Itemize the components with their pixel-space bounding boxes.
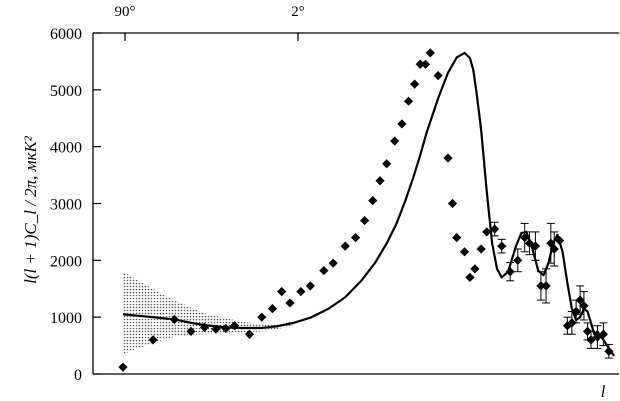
data-point — [244, 329, 255, 339]
data-point — [476, 244, 486, 254]
data-point — [319, 265, 329, 276]
data-point — [598, 329, 608, 339]
data-point — [425, 48, 435, 58]
data-point — [465, 272, 475, 282]
y-axis-label: l(l + 1)C_l / 2π, мкК² — [21, 135, 40, 284]
y-tick-label: 3000 — [50, 197, 82, 214]
top-tick-label: 2° — [291, 4, 305, 20]
y-tick-label: 0 — [74, 367, 82, 384]
data-point — [470, 264, 480, 274]
data-point — [169, 314, 180, 325]
data-point — [571, 306, 581, 317]
y-tick-label: 5000 — [50, 83, 82, 100]
data-point — [118, 362, 128, 372]
data-point — [186, 326, 196, 336]
data-point — [579, 301, 589, 311]
top-tick-label: 90° — [115, 4, 136, 20]
data-point — [541, 281, 551, 291]
data-point — [586, 335, 596, 345]
data-point — [375, 176, 385, 186]
data-point — [505, 267, 515, 277]
model-curve — [122, 51, 615, 357]
data-point — [296, 286, 306, 297]
data-point — [447, 198, 458, 209]
data-point — [305, 281, 315, 291]
data-point — [490, 224, 500, 234]
data-point — [390, 136, 400, 146]
data-point — [397, 119, 407, 129]
data-point — [211, 324, 221, 334]
data-point — [221, 323, 231, 334]
y-tick-label: 4000 — [50, 140, 82, 157]
cosmic-variance-band — [123, 271, 294, 355]
data-point — [554, 235, 565, 246]
data-point — [199, 322, 210, 332]
data-point — [562, 321, 572, 331]
y-tick-label: 6000 — [50, 26, 82, 43]
data-point — [360, 215, 370, 226]
y-tick-label: 2000 — [50, 253, 82, 270]
data-point — [403, 96, 414, 106]
axes-layer: 0 1000 2000 3000 4000 5000 6000 90° 2° — [50, 4, 619, 384]
data-point — [443, 153, 453, 163]
data-point — [267, 304, 278, 314]
data-point — [575, 295, 585, 305]
data-point — [459, 247, 470, 257]
data-point — [328, 258, 338, 268]
data-point — [520, 233, 530, 243]
data-point — [420, 59, 431, 69]
data-point — [277, 286, 287, 297]
data-point — [549, 244, 559, 254]
data-point — [368, 196, 378, 206]
data-point — [497, 241, 507, 251]
data-point — [604, 346, 614, 356]
data-point — [482, 227, 492, 237]
x-axis-label: l — [601, 382, 606, 401]
data-point — [257, 312, 267, 322]
data-point — [229, 321, 240, 331]
data-point — [530, 241, 541, 251]
data-point — [546, 238, 556, 248]
data-point — [350, 233, 361, 243]
uncertainty-band-layer — [123, 271, 294, 355]
data-point — [410, 79, 420, 89]
data-point — [536, 281, 546, 291]
data-point — [415, 59, 425, 69]
data-point — [382, 159, 392, 169]
data-points-layer — [118, 48, 614, 372]
data-point — [513, 255, 523, 265]
data-point — [340, 241, 350, 251]
y-tick-label: 1000 — [50, 310, 82, 327]
data-point — [285, 298, 295, 308]
model-curve-layer — [122, 51, 615, 357]
data-point — [148, 335, 158, 345]
data-point — [452, 233, 462, 243]
data-point — [433, 71, 443, 81]
data-point — [567, 318, 577, 328]
